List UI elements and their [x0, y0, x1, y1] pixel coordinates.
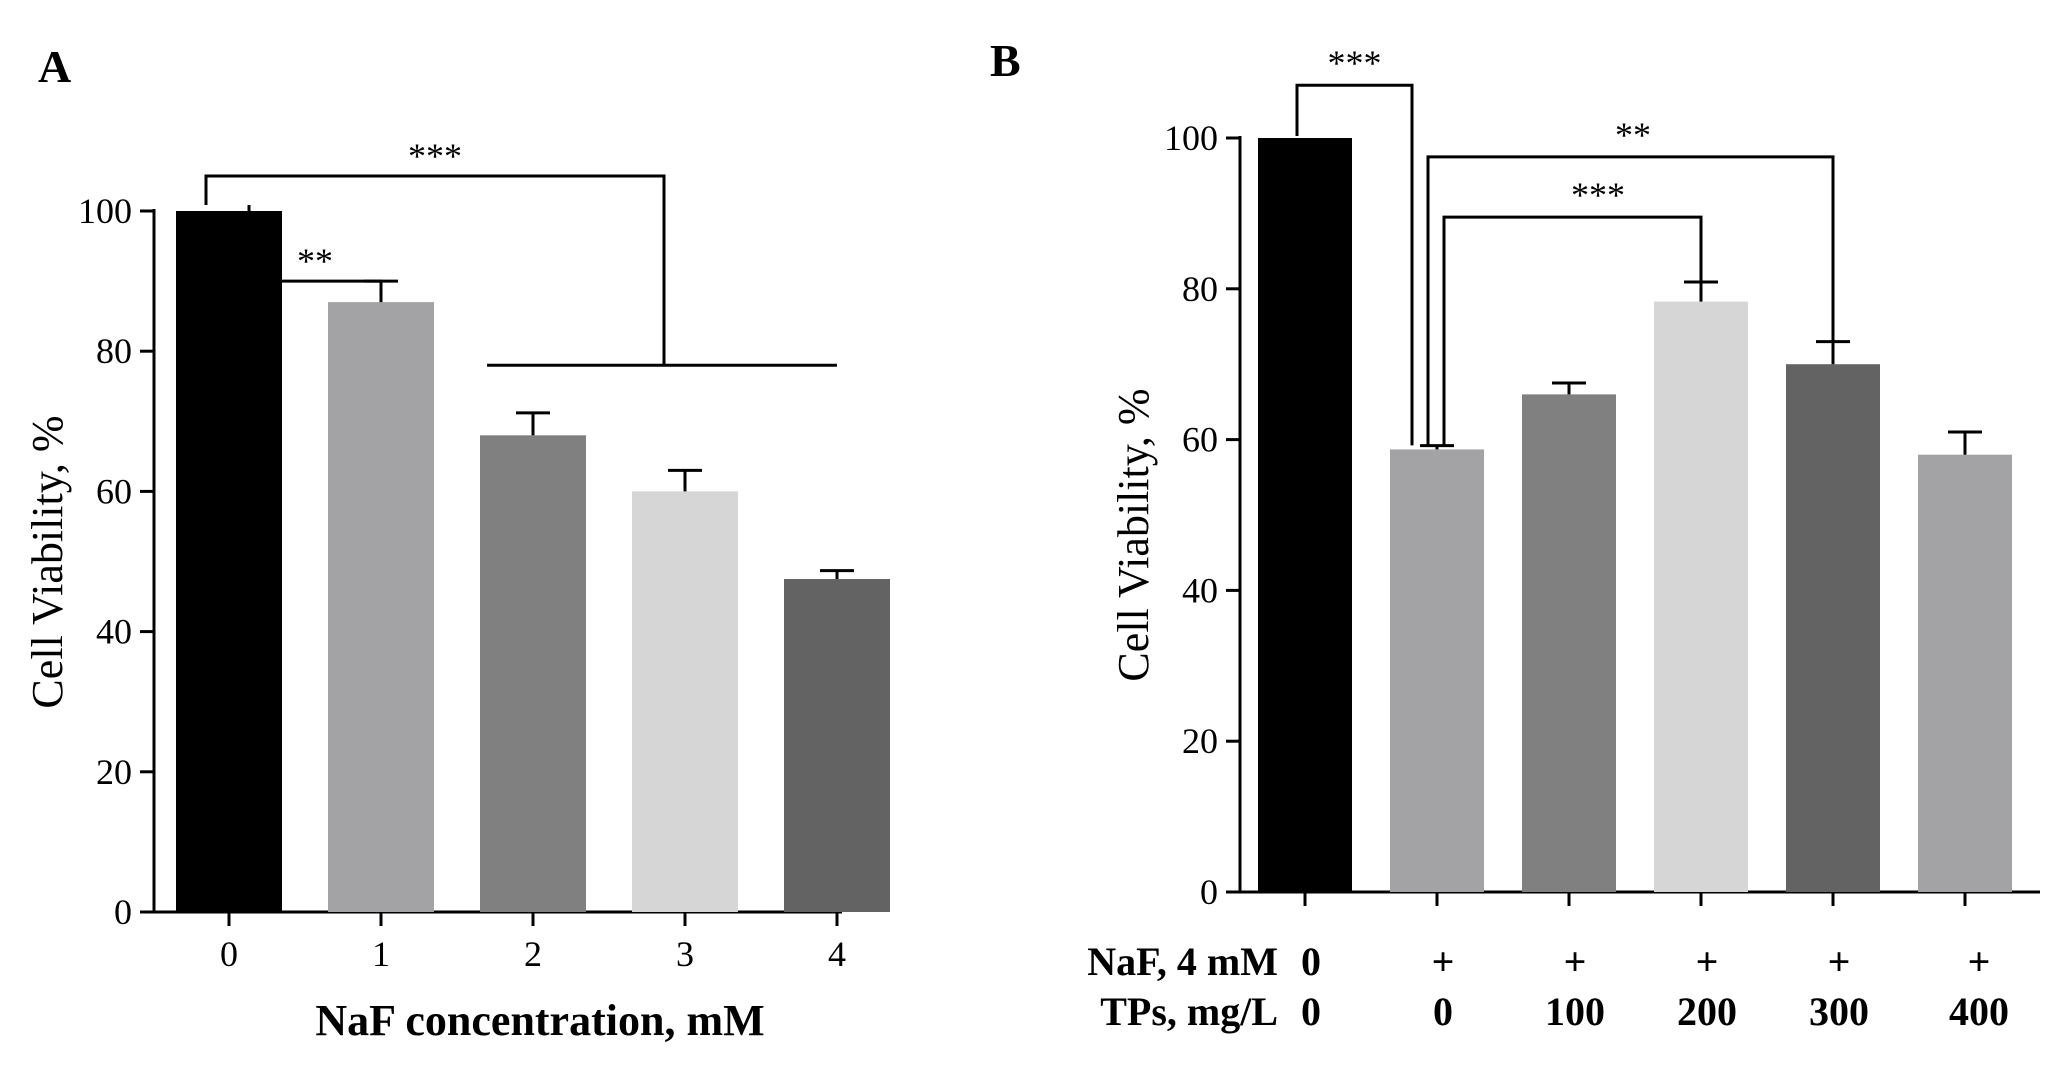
panel-b-condition-value: 100: [1545, 989, 1605, 1034]
panel-a-x-tick-label: 0: [220, 934, 238, 974]
panel-b-y-tick-label: 60: [1182, 420, 1218, 460]
panel-b-bar: [1258, 138, 1352, 892]
panel-b-chart: 0 20 40 60 80 100 NaF, 4 mM 0 + + + + + TPs, mg/L 0 0 10…: [1087, 43, 2040, 1034]
panel-b-condition-value: 0: [1433, 989, 1453, 1034]
panel-a-letter: A: [38, 41, 71, 92]
panel-a-x-tick-label: 3: [676, 934, 694, 974]
panel-b-condition-value: 400: [1949, 989, 2009, 1034]
panel-b-bar: [1522, 394, 1616, 892]
panel-b-condition-value: 0: [1301, 939, 1321, 984]
panel-a-y-tick-label: 20: [96, 752, 132, 792]
panel-a-x-tick-label: 4: [828, 934, 846, 974]
panel-a-y-tick-label: 0: [114, 892, 132, 932]
panel-b-y-title: Cell Viability, %: [1109, 388, 1158, 681]
panel-b-condition-label: NaF, 4 mM: [1087, 939, 1278, 984]
panel-a-sig-label: **: [297, 241, 333, 281]
panel-a-y-title: Cell Viability, %: [23, 415, 72, 708]
panel-a-bar: [176, 211, 282, 912]
panel-a-bar: [784, 579, 890, 912]
panel-a-bar: [328, 302, 434, 912]
panel-b-y-tick-label: 80: [1182, 269, 1218, 309]
panel-a-bar: [480, 435, 586, 912]
panel-a-sig-label: ***: [408, 136, 462, 176]
panel-b-y-tick-label: 0: [1200, 872, 1218, 912]
panel-b-y-tick-label: 40: [1182, 570, 1218, 610]
panel-b-bar: [1918, 454, 2012, 892]
panel-a-y-tick-label: 80: [96, 331, 132, 371]
panel-a-sig-bracket: [204, 174, 666, 366]
panel-b-sig-bracket: [1442, 215, 1703, 446]
panel-b-sig-bracket: [1426, 155, 1835, 446]
panel-b-bar: [1786, 364, 1880, 892]
panel-b-condition-value: 0: [1301, 989, 1321, 1034]
panel-b-condition-value: +: [1828, 939, 1851, 984]
panel-a-y-tick-label: 100: [78, 191, 132, 231]
panel-b-sig-label: ***: [1328, 43, 1382, 83]
panel-b-y-tick-label: 20: [1182, 721, 1218, 761]
panel-a-sig-bracket: [247, 205, 383, 286]
panel-b-condition-value: +: [1968, 939, 1991, 984]
panel-b-bar: [1390, 449, 1484, 892]
panel-b-letter: B: [990, 35, 1021, 86]
panel-b-condition-label: TPs, mg/L: [1100, 989, 1278, 1034]
panel-b-condition-value: 200: [1677, 989, 1737, 1034]
panel-b-sig-label: **: [1615, 115, 1651, 155]
panel-a-y-tick-label: 40: [96, 612, 132, 652]
panel-b-condition-value: +: [1564, 939, 1587, 984]
panel-b-sig-bracket: [1295, 83, 1414, 446]
panel-b-condition-value: +: [1432, 939, 1455, 984]
panel-a-y-tick-label: 60: [96, 471, 132, 511]
panel-a-x-tick-label: 2: [524, 934, 542, 974]
panel-b-bar: [1654, 301, 1748, 892]
panel-a-bar: [632, 491, 738, 912]
panel-b-y-tick-label: 100: [1164, 118, 1218, 158]
panel-b-condition-value: +: [1696, 939, 1719, 984]
panel-b-sig-label: ***: [1571, 175, 1625, 215]
panel-a-chart: 0 20 40 60 80 100 0 1 2 3 4 NaF concentration, mM Ce…: [23, 136, 890, 1045]
panel-b-condition-value: 300: [1809, 989, 1869, 1034]
panel-a-x-tick-label: 1: [372, 934, 390, 974]
panel-a-x-title: NaF concentration, mM: [315, 996, 764, 1045]
